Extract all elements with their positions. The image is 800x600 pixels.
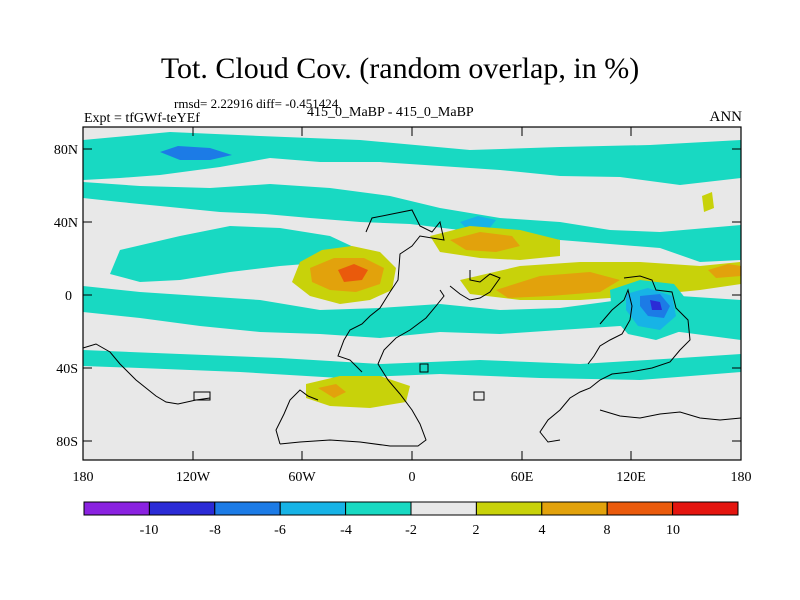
- coastline-australia: [587, 288, 633, 365]
- colorbar-box-5: [345, 501, 412, 516]
- pacific-orange-core: [708, 264, 741, 278]
- lon-label-120e: 120E: [616, 470, 646, 485]
- colorbar-label-5: -2: [405, 523, 417, 538]
- colorbar-box-4: [279, 501, 347, 516]
- contour-fields: [83, 132, 741, 408]
- coastline-antarctic-left: [82, 343, 211, 405]
- season-label: ANN: [709, 109, 743, 125]
- lon-label-120w: 120W: [176, 470, 211, 485]
- colorbar-label-3: -6: [274, 523, 286, 538]
- experiment-label: Expt = tfGWf-teYEf: [84, 111, 200, 126]
- coastline-islands: [193, 363, 485, 401]
- coastline-antarctic-right: [599, 409, 742, 421]
- colorbar-box-9: [606, 501, 674, 516]
- tropical-cyan-belt: [83, 286, 741, 340]
- lon-label-60e: 60E: [511, 470, 534, 485]
- comparison-label: 415_0_MaBP - 415_0_MaBP: [307, 105, 474, 120]
- west-pacific-core: [650, 300, 662, 310]
- blue-patch-arctic: [160, 146, 232, 160]
- arctic-yellow-spot: [702, 192, 714, 212]
- lon-label-0: 0: [409, 470, 416, 485]
- southern-orange-core: [318, 384, 346, 398]
- coastline-indonesia: [539, 275, 691, 443]
- southern-positive-zone: [306, 376, 410, 408]
- north-cyan-band-lower: [83, 182, 741, 262]
- colorbar-label-2: -8: [209, 523, 221, 538]
- colorbar-box-7: [475, 501, 543, 516]
- lat-label-0: 0: [65, 289, 72, 304]
- eurasia-orange-core: [450, 232, 520, 252]
- colorbar-label-9: 10: [666, 523, 680, 538]
- map-title: Tot. Cloud Cov. (random overlap, in %): [160, 52, 640, 85]
- colorbar-label-4: -4: [340, 523, 352, 538]
- colorbar-box-10: [672, 501, 739, 516]
- colorbar-box-8: [541, 501, 608, 516]
- midlat-cyan-swath: [110, 226, 360, 282]
- colorbar-label-6: 2: [473, 523, 480, 538]
- coastline-south-america: [275, 389, 319, 445]
- colorbar-label-1: -10: [140, 523, 159, 538]
- southern-cyan-band: [83, 350, 741, 380]
- lat-label-80n: 80N: [54, 143, 78, 158]
- coastlines: [82, 209, 742, 447]
- coastline-africa: [279, 289, 445, 447]
- coastline-asia: [449, 270, 501, 301]
- colorbar-box-3: [214, 501, 281, 516]
- colorbar-label-8: 8: [604, 523, 611, 538]
- stats-text: rmsd= 2.22916 diff= -0.451424: [174, 96, 339, 111]
- lat-label-40s: 40S: [56, 362, 78, 377]
- colorbar-box-2: [148, 501, 216, 516]
- longitude-axis: 180 120W 60W 0 60E 120E 180: [73, 127, 752, 485]
- indian-ocean-orange-core: [496, 272, 620, 298]
- lon-label-60w: 60W: [288, 470, 316, 485]
- atlantic-red-core: [338, 264, 368, 282]
- colorbar-box-1: [83, 501, 150, 516]
- colorbar: -10 -8 -6 -4 -2 2 4 8 10: [83, 501, 739, 538]
- north-cyan-band: [83, 132, 741, 185]
- lat-label-80s: 80S: [56, 435, 78, 450]
- colorbar-box-6: [410, 501, 477, 516]
- lon-label-180w: 180: [73, 470, 94, 485]
- lon-label-180e: 180: [731, 470, 752, 485]
- coastline-north-atlantic: [337, 209, 445, 373]
- latitude-axis: 80N 40N 0 40S 80S: [54, 143, 741, 450]
- lat-label-40n: 40N: [54, 216, 78, 231]
- colorbar-label-7: 4: [539, 523, 546, 538]
